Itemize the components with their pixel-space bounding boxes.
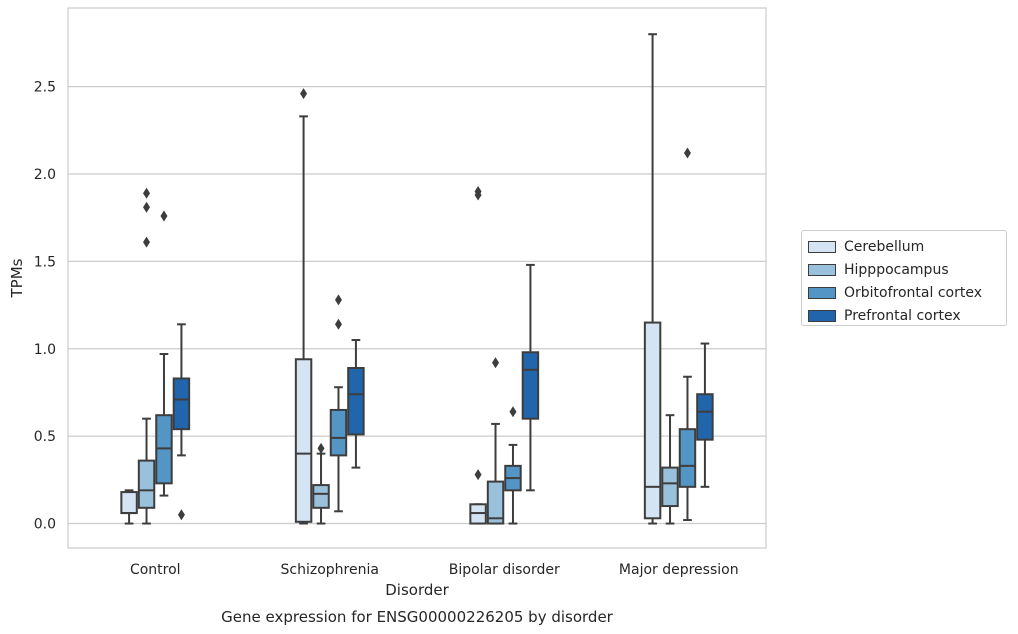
- legend-item: Prefrontal cortex: [808, 304, 1006, 327]
- x-tick-label: Bipolar disorder: [449, 562, 560, 578]
- box-series: [120, 33, 714, 525]
- outlier-point: [143, 187, 151, 199]
- box-2-3: [486, 357, 505, 525]
- box-1-1: [120, 489, 138, 525]
- box-2-4: [661, 414, 679, 525]
- box-1-3: [469, 185, 487, 525]
- box-3-4: [678, 147, 697, 522]
- box-body: [696, 393, 714, 441]
- box-body: [294, 358, 313, 523]
- outlier-point: [683, 147, 691, 159]
- y-axis: 0.0 0.5 1.0 1.5 2.0 2.5: [34, 80, 56, 533]
- outlier-point: [474, 469, 482, 481]
- box-2-2: [312, 442, 330, 525]
- x-tick-label: Schizophrenia: [281, 562, 379, 578]
- outlier-point: [334, 294, 342, 306]
- box-3-2: [329, 294, 348, 513]
- legend-swatch: [808, 309, 836, 322]
- x-tick-label: Major depression: [619, 562, 739, 578]
- outlier-point: [334, 318, 342, 330]
- box-4-1: [172, 323, 191, 521]
- legend-label: Prefrontal cortex: [844, 307, 961, 324]
- outlier-point: [474, 185, 482, 197]
- outlier-point: [492, 357, 500, 369]
- chart-title: Gene expression for ENSG00000226205 by d…: [221, 608, 614, 626]
- box-3-1: [155, 210, 173, 497]
- legend-swatch: [808, 240, 836, 253]
- x-axis: Control Schizophrenia Bipolar disorder Majo…: [130, 562, 739, 578]
- outlier-point: [160, 210, 168, 222]
- legend-swatch: [808, 263, 836, 276]
- box-body: [643, 321, 662, 520]
- legend-label: Orbitofrontal cortex: [844, 284, 982, 301]
- box-body: [120, 491, 138, 515]
- box-2-1: [137, 187, 156, 525]
- box-body: [521, 351, 540, 420]
- outlier-point: [300, 88, 308, 100]
- box-4-4: [696, 342, 714, 488]
- box-body: [347, 367, 365, 436]
- legend-label: Hipppocampus: [844, 261, 949, 278]
- y-tick-label: 1.0: [34, 342, 56, 358]
- box-body: [329, 408, 348, 457]
- legend: Cerebellum Hipppocampus Orbitofrontal cort…: [801, 230, 1007, 326]
- legend-item: Orbitofrontal cortex: [808, 281, 1006, 304]
- y-tick-label: 2.5: [34, 80, 56, 96]
- legend-swatch: [808, 286, 836, 299]
- plot-area: [67, 7, 767, 549]
- box-4-2: [347, 339, 365, 469]
- legend-item: Cerebellum: [808, 235, 1006, 258]
- y-tick-label: 2.0: [34, 167, 56, 183]
- y-tick-label: 0.0: [34, 517, 56, 533]
- outlier-point: [509, 406, 517, 418]
- y-tick-label: 1.5: [34, 254, 56, 270]
- box-body: [661, 466, 679, 508]
- outlier-point: [143, 236, 151, 248]
- outlier-point: [317, 442, 325, 454]
- outlier-point: [177, 509, 185, 521]
- legend-label: Cerebellum: [844, 238, 925, 255]
- box-body: [172, 377, 191, 431]
- box-1-4: [643, 33, 662, 525]
- box-4-3: [521, 263, 540, 492]
- box-body: [486, 480, 505, 525]
- x-axis-label: Disorder: [385, 581, 449, 599]
- outlier-point: [143, 201, 151, 213]
- y-tick-label: 0.5: [34, 429, 56, 445]
- box-body: [678, 428, 697, 488]
- x-tick-label: Control: [130, 562, 181, 578]
- legend-item: Hipppocampus: [808, 258, 1006, 281]
- box-body: [312, 484, 330, 509]
- box-1-2: [294, 88, 313, 525]
- y-axis-label: TPMs: [8, 258, 26, 298]
- box-3-3: [504, 406, 522, 525]
- box-body: [137, 459, 156, 509]
